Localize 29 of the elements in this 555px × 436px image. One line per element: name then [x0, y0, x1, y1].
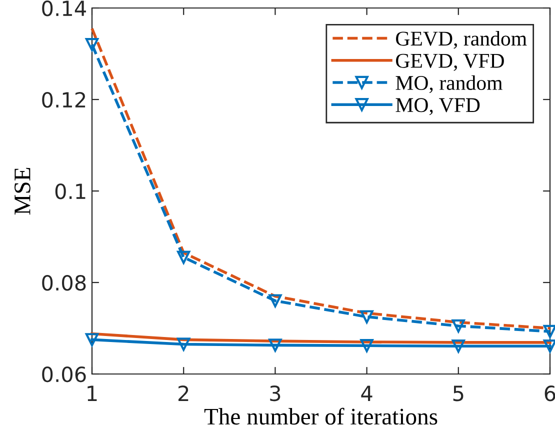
point [268, 338, 282, 352]
y-tick-label: 0.06 [42, 366, 86, 382]
y-tick-label: 0.08 [42, 274, 86, 291]
point [452, 339, 465, 353]
legend-label: GEVD, random [396, 31, 527, 49]
legend-label: GEVD, VFD [396, 54, 504, 71]
y-tick-label: 0.1 [55, 183, 86, 200]
point [177, 250, 190, 264]
point [268, 294, 282, 308]
y-axis-title: MSE [14, 168, 30, 215]
point [85, 333, 99, 346]
point [360, 310, 374, 324]
x-tick-label: 6 [544, 385, 555, 402]
x-tick-label: 2 [178, 385, 188, 401]
point [360, 339, 374, 352]
point [452, 319, 465, 333]
point [543, 324, 555, 338]
legend-label: MO, random [396, 75, 502, 93]
x-tick-label: 4 [361, 386, 372, 401]
point [177, 338, 190, 351]
y-tick-label: 0.12 [42, 92, 86, 108]
x-tick-label: 3 [270, 385, 280, 402]
point [85, 38, 99, 52]
x-tick-label: 5 [453, 386, 464, 402]
x-tick-label: 1 [88, 386, 97, 401]
point [543, 339, 555, 353]
x-axis-title: The number of iterations [204, 408, 438, 425]
y-tick-label: 0.14 [42, 0, 86, 16]
legend-label: MO, VFD [396, 98, 480, 116]
